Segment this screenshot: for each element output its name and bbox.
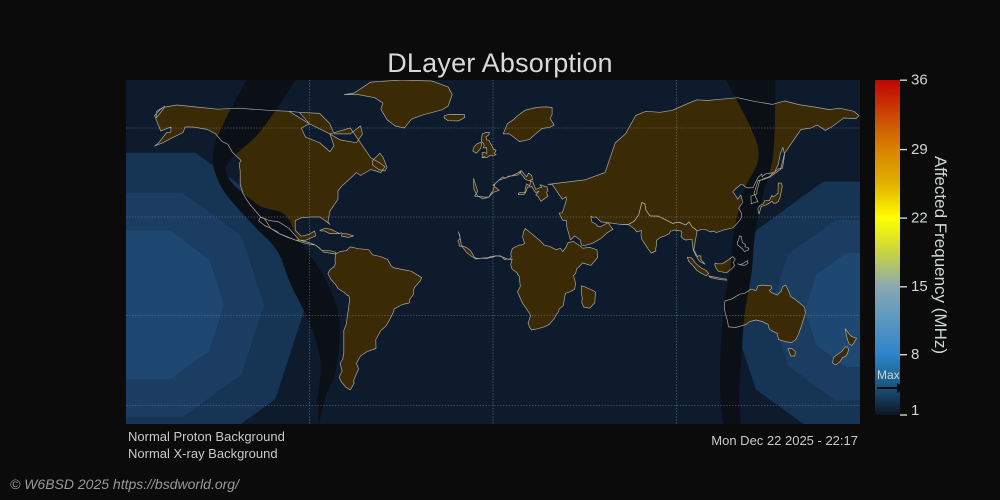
svg-text:29: 29 <box>911 141 928 158</box>
svg-text:22: 22 <box>911 209 928 226</box>
svg-text:8: 8 <box>911 346 919 363</box>
svg-text:15: 15 <box>911 278 928 295</box>
svg-text:36: 36 <box>911 72 928 89</box>
svg-text:1: 1 <box>911 402 919 419</box>
